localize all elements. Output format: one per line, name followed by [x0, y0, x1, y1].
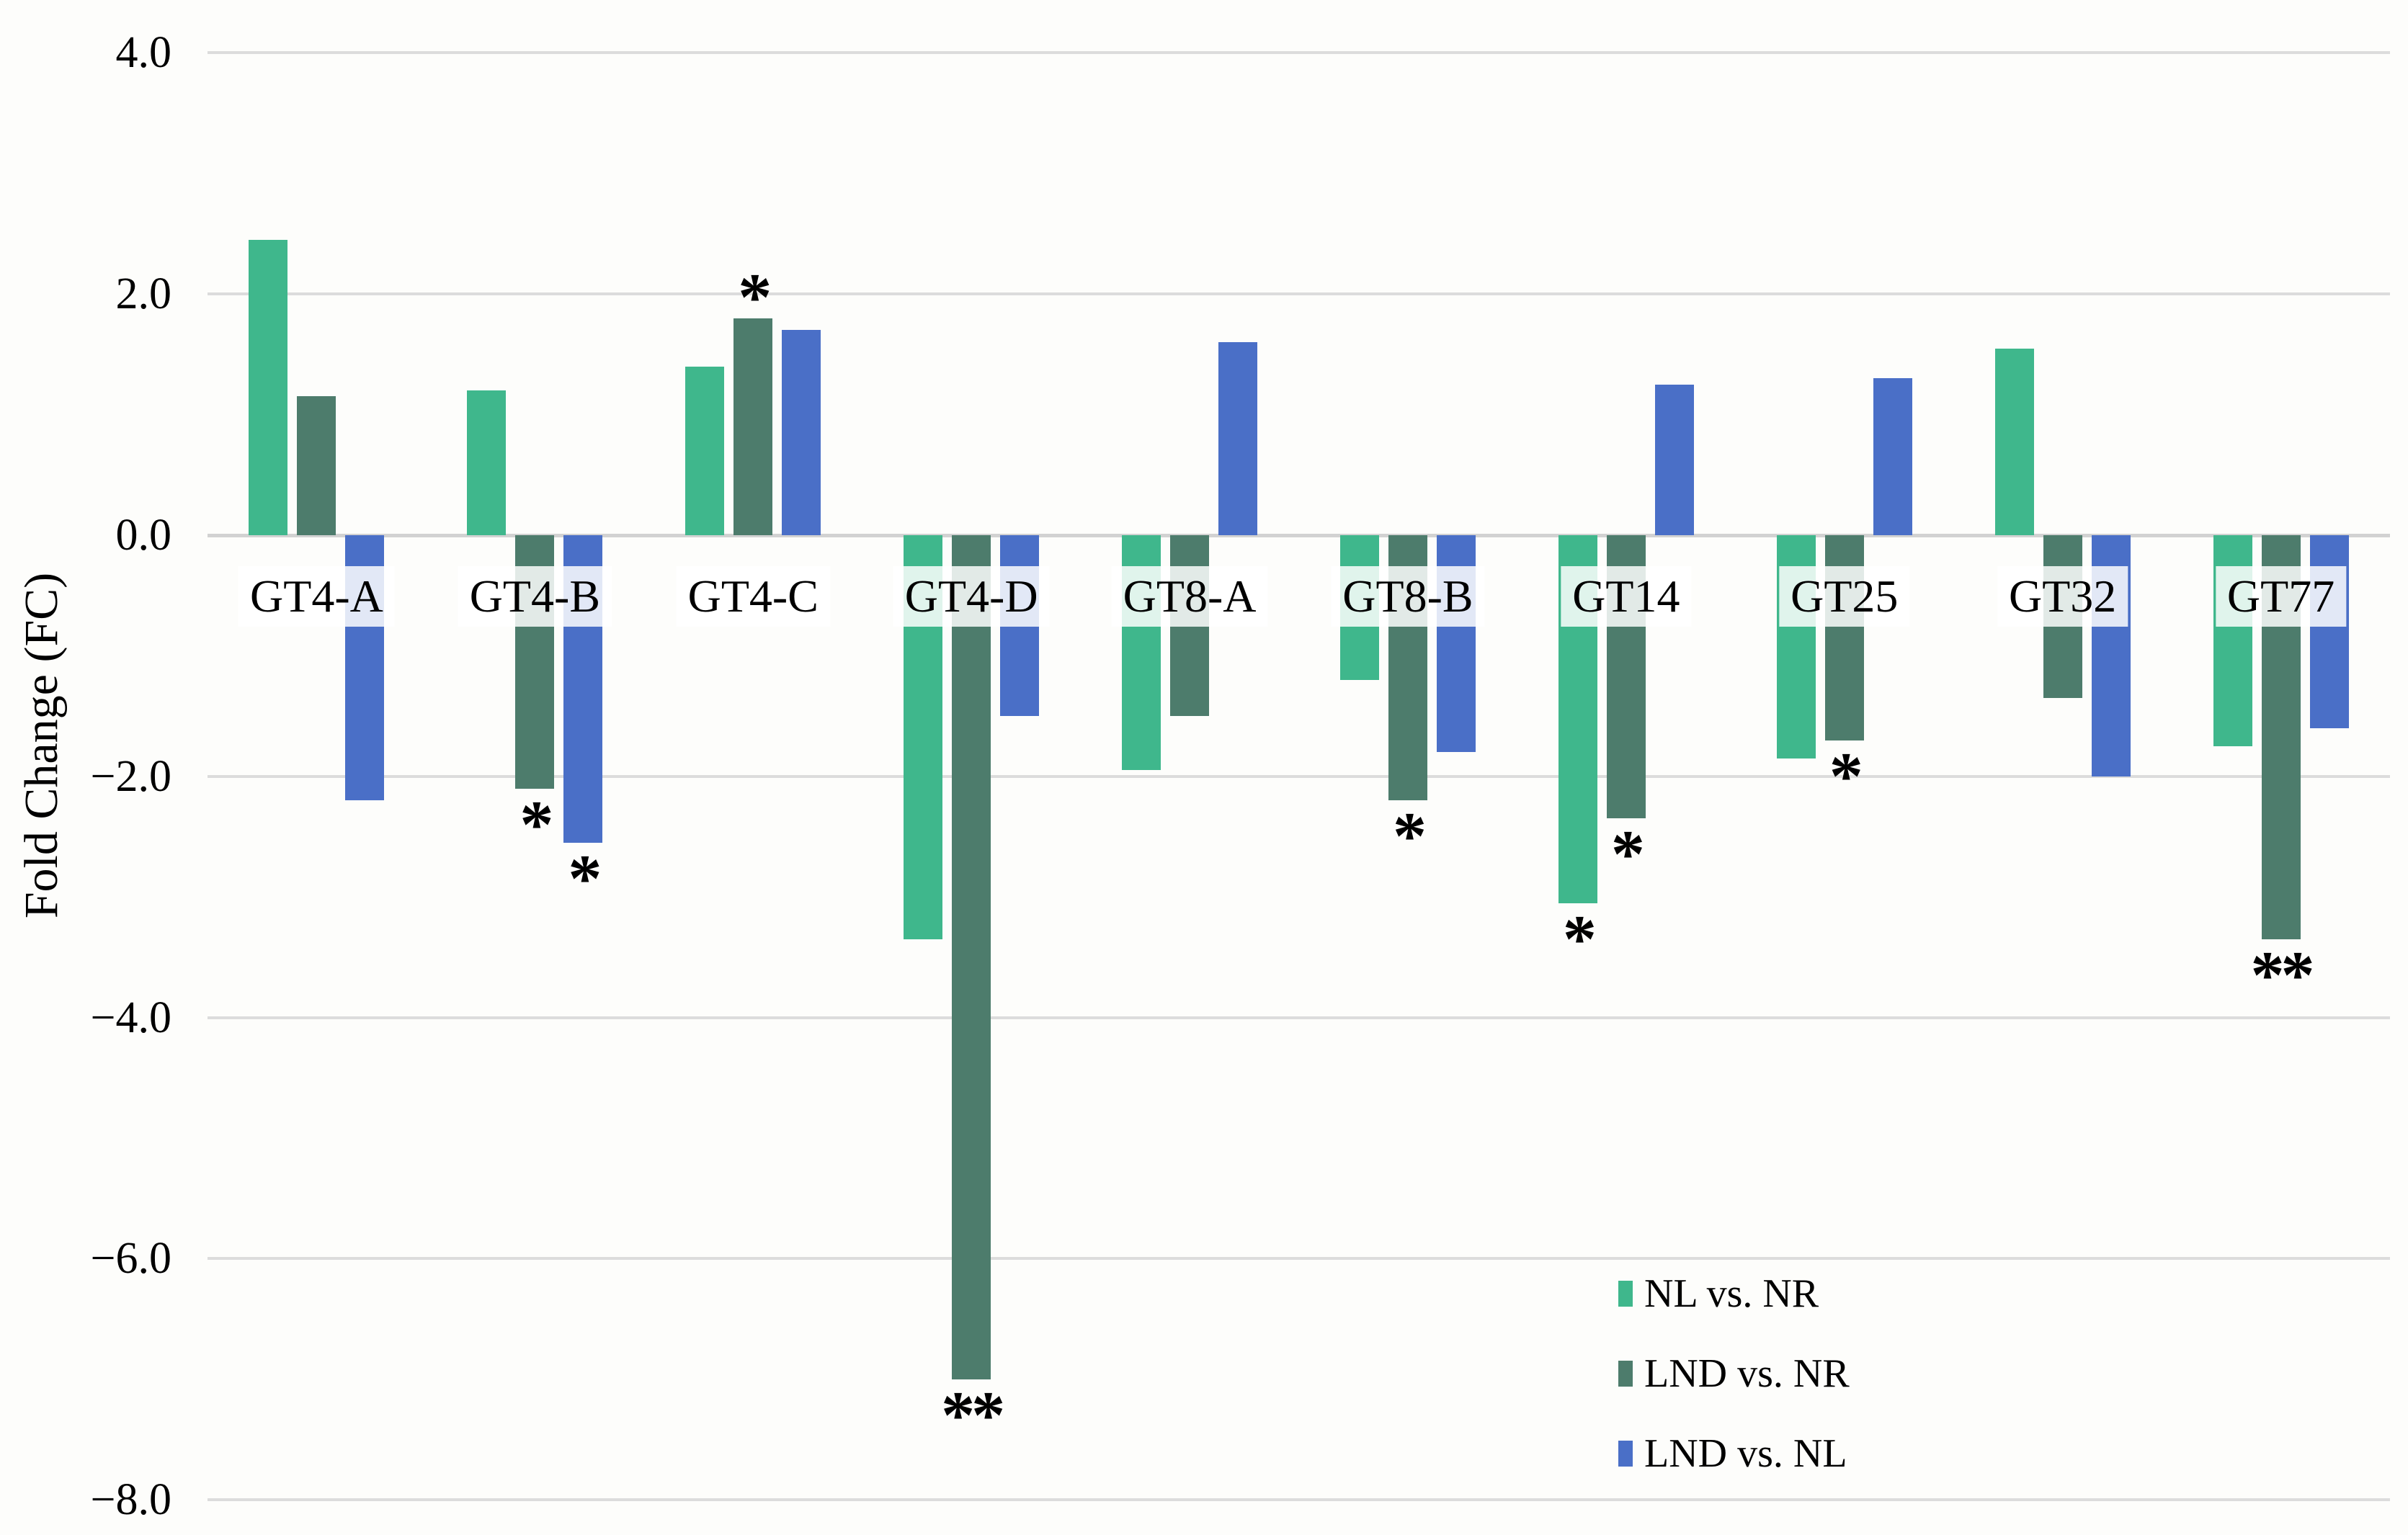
bar-GT4-C-nl-vs-nr — [685, 366, 725, 535]
category-label-gt77: GT77 — [2215, 566, 2347, 627]
legend-item: LND vs. NL — [1618, 1431, 1850, 1476]
significance-marker: ** — [2250, 937, 2315, 1013]
y-tick-label: −8.0 — [90, 1475, 171, 1525]
legend-item: LND vs. NR — [1618, 1351, 1850, 1396]
significance-marker: * — [1829, 738, 1863, 814]
y-tick-label: −2.0 — [90, 751, 171, 801]
y-tick-label: −6.0 — [90, 1234, 171, 1284]
bar-GT4-D-lnd-vs-nr — [952, 535, 991, 1379]
category-label-gt4-b: GT4-B — [458, 566, 612, 627]
significance-marker: ** — [941, 1377, 1005, 1453]
y-tick-label: 4.0 — [115, 28, 172, 78]
bar-GT4-A-lnd-vs-nr — [297, 396, 336, 535]
category-label-gt14: GT14 — [1561, 566, 1692, 627]
legend: NL vs. NR LND vs. NR LND vs. NL — [1618, 1271, 1850, 1513]
significance-marker: * — [738, 259, 772, 335]
bar-GT25-lnd-vs-nl — [1873, 378, 1912, 535]
bar-GT4-B-nl-vs-nr — [467, 390, 507, 535]
gridline-−4.0 — [208, 1016, 2390, 1019]
legend-label: LND vs. NL — [1644, 1431, 1847, 1476]
category-label-gt4-a: GT4-A — [238, 566, 395, 627]
category-label-gt25: GT25 — [1779, 566, 1910, 627]
significance-marker: * — [568, 841, 602, 916]
category-label-gt8-a: GT8-A — [1111, 566, 1268, 627]
legend-swatch — [1618, 1281, 1633, 1307]
gridline-0.0 — [208, 534, 2390, 537]
significance-marker: * — [1562, 901, 1597, 977]
bar-GT8-A-lnd-vs-nl — [1218, 342, 1258, 535]
category-label-gt32: GT32 — [1997, 566, 2128, 627]
gridline-−2.0 — [208, 774, 2390, 778]
y-tick-label: 0.0 — [115, 511, 172, 560]
legend-label: NL vs. NR — [1644, 1271, 1819, 1316]
gridline-−6.0 — [208, 1257, 2390, 1261]
legend-item: NL vs. NR — [1618, 1271, 1850, 1316]
legend-label: LND vs. NR — [1644, 1351, 1850, 1396]
bar-GT4-C-lnd-vs-nl — [782, 330, 821, 535]
legend-swatch — [1618, 1441, 1633, 1467]
significance-marker: * — [519, 787, 553, 862]
bar-GT32-nl-vs-nr — [1994, 348, 2034, 535]
category-label-gt4-d: GT4-D — [893, 566, 1050, 627]
category-label-gt8-b: GT8-B — [1331, 566, 1485, 627]
bar-GT14-lnd-vs-nl — [1654, 384, 1694, 535]
gridline-−8.0 — [208, 1498, 2390, 1502]
significance-marker: * — [1610, 817, 1645, 892]
significance-marker: * — [1392, 799, 1427, 874]
bar-GT77-lnd-vs-nl — [2309, 535, 2349, 728]
bar-GT4-A-nl-vs-nr — [249, 239, 288, 535]
y-tick-label: −4.0 — [90, 993, 171, 1042]
y-axis-title: Fold Change (FC) — [15, 572, 68, 919]
gridline-4.0 — [208, 51, 2390, 55]
category-label-gt4-c: GT4-C — [676, 566, 830, 627]
legend-swatch — [1618, 1361, 1633, 1387]
y-tick-label: 2.0 — [115, 269, 172, 319]
bar-GT4-C-lnd-vs-nr — [733, 318, 773, 535]
gridline-2.0 — [208, 292, 2390, 296]
